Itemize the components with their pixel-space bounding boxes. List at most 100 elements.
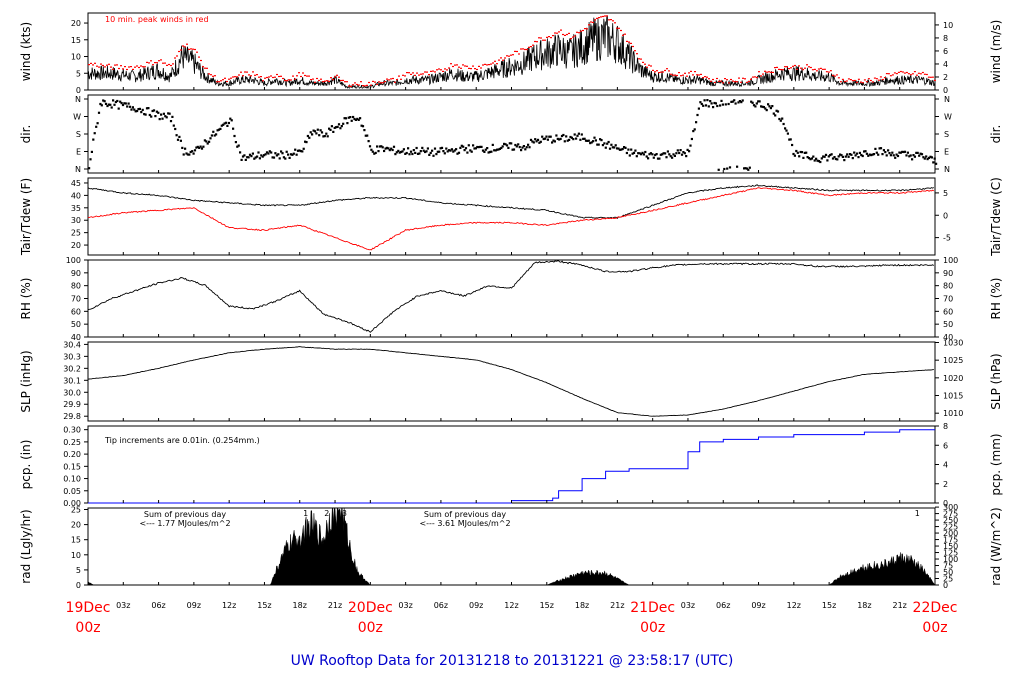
direction-point [552, 139, 555, 142]
panel-rad: 0510152025025507510012515017520022525027… [19, 503, 1003, 590]
peak-point [244, 71, 246, 73]
hour-label: 15z [540, 601, 554, 610]
direction-point [240, 158, 243, 161]
peak-point [442, 70, 444, 72]
direction-point [853, 151, 856, 154]
direction-point [438, 150, 441, 153]
peak-point [582, 29, 584, 32]
direction-point [100, 104, 103, 107]
direction-point [750, 100, 753, 103]
direction-point [497, 148, 500, 151]
peak-point [614, 22, 616, 24]
direction-point [316, 128, 319, 131]
direction-point [360, 124, 363, 127]
direction-point [812, 155, 815, 158]
left-axis-label: Tair/Tdew (F) [19, 178, 33, 256]
series-precip [88, 429, 935, 504]
radiation-sum-note: <--- 1.77 MJoules/m^2 [139, 519, 230, 528]
direction-point [241, 155, 245, 158]
direction-point [442, 150, 445, 153]
direction-point [443, 152, 446, 155]
direction-point [785, 129, 788, 132]
direction-point [539, 140, 542, 143]
right-tick-label: W [944, 113, 952, 122]
peak-point [594, 19, 596, 21]
peak-point [802, 69, 804, 71]
direction-point [308, 136, 311, 139]
right-tick-label: 0 [943, 581, 948, 590]
direction-point [233, 134, 236, 138]
peak-point [484, 63, 486, 65]
direction-point [498, 147, 501, 150]
page-title: UW Rooftop Data for 20131218 to 20131221… [291, 653, 734, 669]
direction-point [418, 152, 421, 155]
direction-point [894, 156, 897, 159]
peak-point [106, 64, 108, 66]
direction-point [544, 137, 547, 140]
peak-point [354, 82, 356, 84]
direction-point [854, 154, 857, 157]
peak-point [817, 68, 820, 70]
peak-point [356, 83, 358, 86]
peak-point [592, 21, 594, 23]
direction-point [124, 102, 127, 105]
direction-point [689, 144, 692, 147]
peak-point [154, 62, 156, 64]
direction-point [227, 121, 230, 125]
peak-point [116, 64, 118, 66]
peak-point [210, 74, 212, 76]
direction-point [926, 158, 929, 161]
direction-point [174, 127, 177, 131]
direction-point [147, 107, 150, 110]
peak-point [907, 73, 910, 75]
direction-point [246, 156, 249, 159]
peak-point [412, 72, 414, 74]
direction-point [898, 151, 901, 154]
peak-point [760, 75, 762, 77]
direction-point [580, 133, 583, 136]
peak-point [821, 68, 824, 70]
peak-point [784, 66, 786, 68]
right-axis-label: pcp. (mm) [989, 433, 1003, 495]
direction-point [875, 151, 878, 154]
direction-point [810, 157, 813, 160]
direction-point [666, 150, 669, 153]
right-tick-label: E [944, 148, 949, 157]
peak-point [550, 37, 552, 39]
direction-point [202, 145, 205, 148]
direction-point [590, 141, 593, 144]
direction-point [158, 118, 161, 121]
direction-point [481, 149, 485, 152]
direction-point [181, 146, 184, 149]
peak-point [911, 73, 914, 75]
direction-point [874, 147, 877, 150]
right-tick-label: 80 [943, 282, 953, 291]
peak-point [528, 46, 530, 48]
direction-point [613, 146, 616, 149]
peak-point [110, 66, 112, 68]
peak-point [196, 51, 198, 53]
peak-point [510, 54, 512, 56]
direction-point [730, 100, 733, 103]
peak-point [819, 67, 822, 69]
direction-point [726, 167, 729, 170]
peak-point [438, 68, 440, 70]
peak-point [204, 67, 206, 69]
direction-point [723, 167, 726, 171]
peak-point [758, 71, 760, 73]
direction-point [819, 160, 822, 164]
direction-point [350, 119, 353, 122]
direction-point [349, 116, 352, 119]
peak-point [542, 39, 544, 41]
radiation-sum-note: Sum of previous day [424, 510, 506, 519]
direction-point [675, 152, 678, 155]
peak-point [674, 74, 676, 76]
direction-point [696, 113, 699, 117]
peak-point [851, 80, 854, 82]
direction-point [861, 154, 864, 158]
direction-point [860, 153, 863, 157]
direction-point [357, 118, 360, 121]
peak-point [488, 64, 490, 66]
direction-point [589, 142, 592, 145]
direction-point [215, 133, 218, 136]
